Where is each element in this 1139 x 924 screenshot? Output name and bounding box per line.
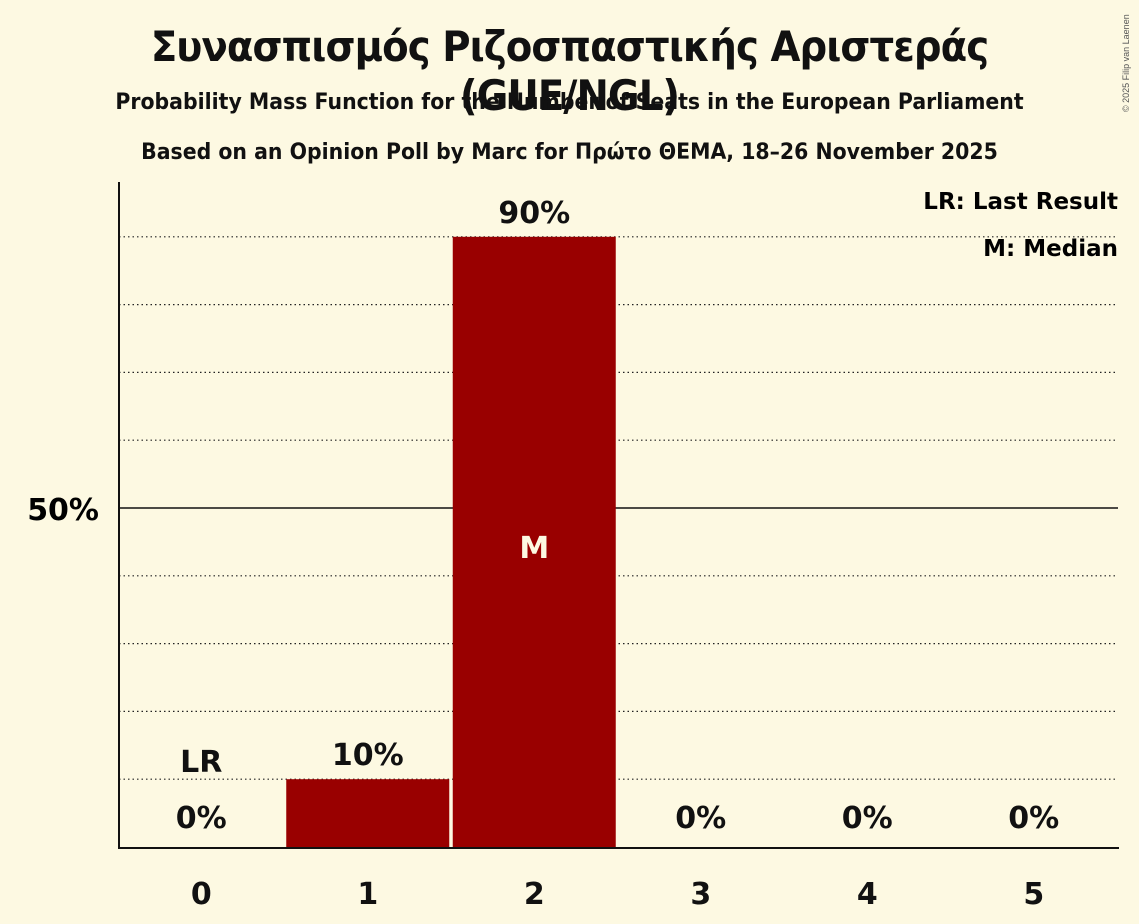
x-tick-label-2: 2 [524, 877, 545, 912]
value-label-seat-4: 0% [842, 801, 893, 836]
value-label-seat-1: 10% [332, 738, 404, 773]
bar-seat-1 [286, 779, 450, 848]
value-label-seat-0: 0% [176, 801, 227, 836]
chart-subtitle: Probability Mass Function for the Number… [115, 90, 1024, 115]
bar-labels: 0% 0 LR 10% 1 90% 2 M 0% 3 0% 4 0% 5 [176, 196, 1059, 912]
bar-seat-2 [452, 236, 616, 849]
x-tick-label-3: 3 [690, 877, 711, 912]
chart-title: Συνασπισμός Ριζοσπαστικής Αριστεράς (GUE… [150, 22, 989, 120]
x-tick-label-1: 1 [357, 877, 378, 912]
x-tick-label-0: 0 [191, 877, 212, 912]
x-tick-label-4: 4 [857, 877, 878, 912]
value-label-seat-2: 90% [498, 196, 570, 231]
median-marker: M [519, 531, 549, 566]
legend-last-result: LR: Last Result [923, 189, 1118, 215]
gridlines [119, 236, 1118, 780]
value-label-seat-3: 0% [675, 801, 726, 836]
legend-median: M: Median [983, 236, 1118, 262]
chart-source: Based on an Opinion Poll by Marc for Πρώ… [141, 140, 998, 165]
x-tick-label-5: 5 [1023, 877, 1044, 912]
last-result-marker: LR [180, 745, 222, 780]
y-tick-label-50: 50% [27, 493, 99, 528]
value-label-seat-5: 0% [1008, 801, 1059, 836]
bars [286, 236, 616, 849]
